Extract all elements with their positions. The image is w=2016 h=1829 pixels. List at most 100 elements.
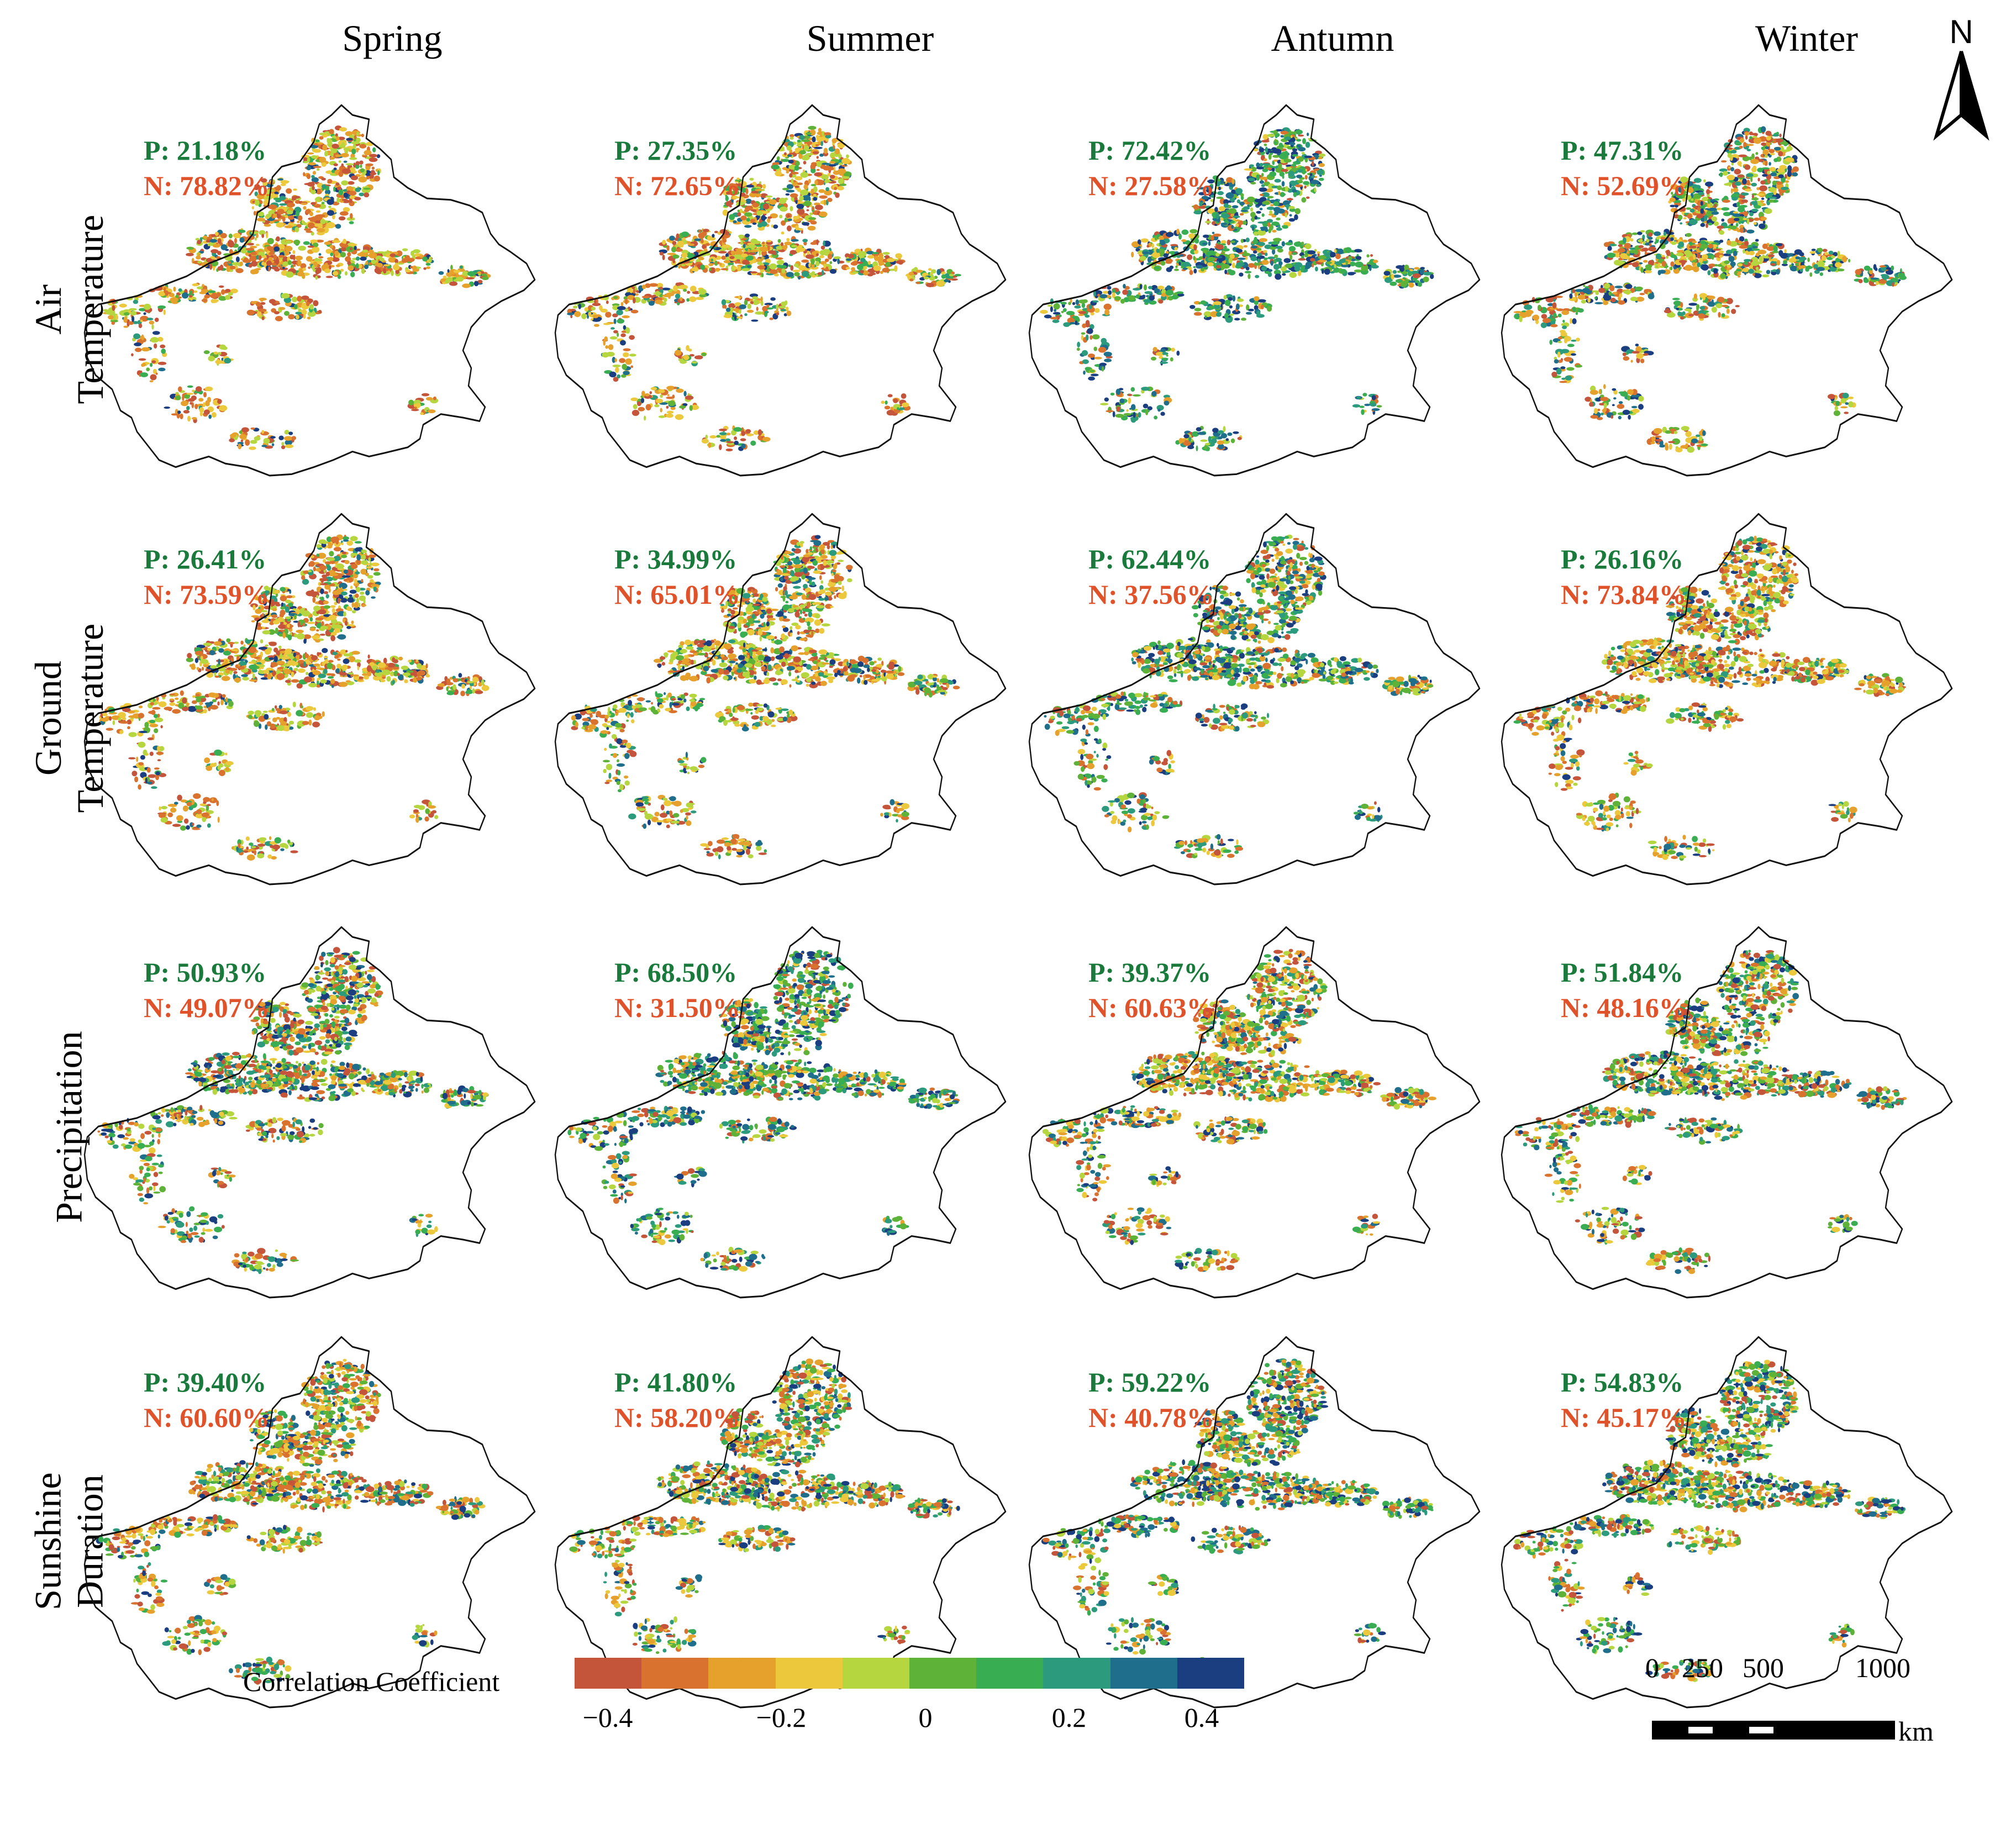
vegetation-pixel [1714,203,1717,208]
vegetation-pixel [1269,166,1276,168]
vegetation-pixel [1203,234,1209,238]
vegetation-pixel [808,217,817,220]
vegetation-pixel [1706,210,1713,217]
vegetation-pixel [130,310,137,316]
vegetation-pixel [1281,151,1288,157]
vegetation-pixel [745,188,749,194]
vegetation-pixel [803,161,807,165]
vegetation-pixel [689,296,697,302]
vegetation-pixel [821,174,829,180]
vegetation-pixel [1218,436,1223,440]
vegetation-pixel [240,248,247,254]
vegetation-pixel [815,261,820,266]
vegetation-pixel [1095,295,1098,298]
vegetation-pixel [1205,220,1212,224]
vegetation-pixel [324,268,331,273]
vegetation-pixel [330,252,334,256]
vegetation-pixel [285,444,294,449]
vegetation-pixel [246,243,254,246]
vegetation-pixel [204,386,213,392]
vegetation-pixel [1193,210,1203,215]
vegetation-pixel [1371,395,1376,400]
vegetation-pixel [779,206,788,212]
vegetation-pixel [1273,270,1281,275]
vegetation-pixel [1210,438,1217,444]
vegetation-pixel [369,157,378,162]
vegetation-pixel [1349,261,1356,267]
vegetation-pixel [819,153,824,157]
vegetation-pixel [1391,273,1394,280]
vegetation-pixel [1052,312,1061,315]
vegetation-pixel [728,303,736,309]
vegetation-pixel [1757,177,1760,182]
vegetation-pixel [260,299,264,302]
vegetation-pixel [199,291,207,294]
vegetation-pixel [1759,223,1766,229]
vegetation-pixel [318,253,322,256]
vegetation-pixel [1188,267,1192,271]
vegetation-pixel [799,189,809,196]
vegetation-pixel [1292,189,1297,193]
vegetation-pixel [212,244,220,248]
vegetation-pixel [341,180,349,186]
vegetation-pixel [1162,352,1168,355]
vegetation-pixel [594,299,597,304]
vegetation-pixel [1717,225,1724,229]
vegetation-pixel [214,231,219,236]
vegetation-pixel [895,260,904,264]
vegetation-pixel [1151,391,1157,397]
map-panel: P: 72.42% N: 27.58% [1027,88,1502,497]
vegetation-pixel [350,271,355,278]
vegetation-pixel [335,224,341,229]
vegetation-pixel [423,267,427,270]
vegetation-pixel [413,249,420,254]
vegetation-pixel [1267,222,1271,227]
vegetation-pixel [695,297,704,301]
vegetation-pixel [1761,146,1764,150]
vegetation-pixel [152,331,160,335]
vegetation-pixel [1262,134,1268,140]
vegetation-pixel [1318,156,1323,160]
vegetation-pixel [246,247,255,251]
vegetation-pixel [1727,175,1735,181]
vegetation-pixel [1762,220,1766,225]
vegetation-pixel [1256,247,1262,251]
vegetation-pixel [1301,241,1304,246]
vegetation-pixel [239,237,245,243]
vegetation-pixel [878,252,883,259]
vegetation-pixel [1260,176,1268,180]
vegetation-pixel [1144,284,1147,291]
vegetation-pixel [746,185,754,188]
vegetation-pixel [1302,170,1307,173]
vegetation-pixel [292,250,296,254]
vegetation-pixel [627,295,635,301]
vegetation-pixel [228,233,233,239]
vegetation-pixel [1713,221,1719,226]
vegetation-pixel [445,280,450,284]
vegetation-pixel [613,318,617,324]
vegetation-pixel [338,171,344,177]
vegetation-pixel [1208,305,1215,309]
vegetation-pixel [812,136,816,143]
vegetation-pixel [1199,202,1203,207]
vegetation-pixel [1681,191,1688,193]
region-map [554,104,1007,477]
vegetation-pixel [1722,171,1728,176]
vegetation-pixel [313,166,322,168]
vegetation-pixel [1708,207,1717,212]
vegetation-pixel [781,159,789,162]
vegetation-pixel [1319,175,1322,177]
vegetation-pixel [389,253,396,257]
vegetation-pixel [1727,218,1736,224]
vegetation-pixel [1066,310,1075,315]
vegetation-pixel [1772,134,1780,137]
vegetation-pixel [824,179,829,183]
vegetation-pixel [347,181,355,185]
vegetation-pixel [1277,185,1282,191]
vegetation-pixel [746,218,750,222]
vegetation-pixel [274,191,279,194]
vegetation-pixel [1365,265,1368,271]
vegetation-pixel [410,250,415,256]
vegetation-pixel [655,398,664,404]
vegetation-pixel [1076,347,1080,351]
